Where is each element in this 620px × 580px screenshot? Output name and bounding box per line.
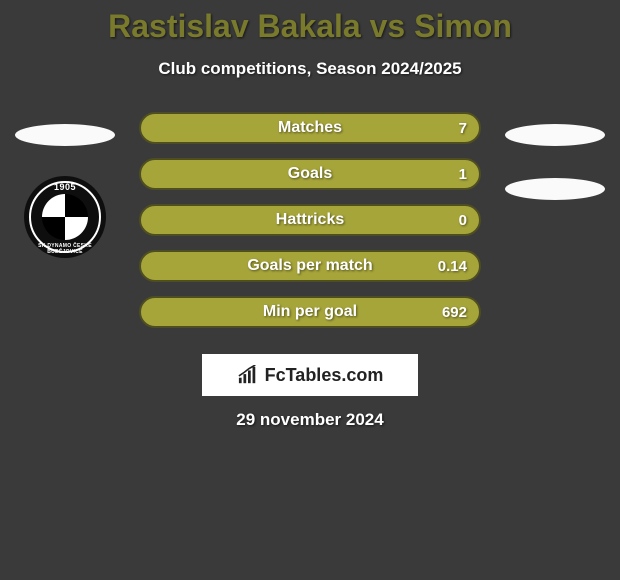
stat-value-right: 692 <box>442 298 467 326</box>
stat-row: Goals per match 0.14 <box>139 250 481 282</box>
stat-row: Min per goal 692 <box>139 296 481 328</box>
stat-row: Hattricks 0 <box>139 204 481 236</box>
badge-year: 1905 <box>24 182 106 192</box>
stat-label: Goals per match <box>247 252 372 280</box>
comparison-content: 1905 SK DYNAMO ČESKÉ BUDĚJOVICE Matches … <box>0 112 620 328</box>
stat-label: Goals <box>288 160 332 188</box>
stat-row: Goals 1 <box>139 158 481 190</box>
stat-label: Hattricks <box>276 206 344 234</box>
player-placeholder-right-2 <box>505 178 605 200</box>
player-placeholder-right-1 <box>505 124 605 146</box>
date-text: 29 november 2024 <box>0 410 620 430</box>
page-subtitle: Club competitions, Season 2024/2025 <box>0 59 620 79</box>
stat-value-right: 0 <box>459 206 467 234</box>
club-badge-left: 1905 SK DYNAMO ČESKÉ BUDĚJOVICE <box>24 176 106 258</box>
right-column <box>505 112 605 328</box>
stat-row: Matches 7 <box>139 112 481 144</box>
stat-value-right: 7 <box>459 114 467 142</box>
badge-inner <box>42 194 88 240</box>
left-column: 1905 SK DYNAMO ČESKÉ BUDĚJOVICE <box>15 112 115 328</box>
stat-value-right: 1 <box>459 160 467 188</box>
badge-arc-text: SK DYNAMO ČESKÉ BUDĚJOVICE <box>24 243 106 255</box>
player-placeholder-left <box>15 124 115 146</box>
stat-value-right: 0.14 <box>438 252 467 280</box>
stat-label: Min per goal <box>263 298 357 326</box>
chart-icon <box>237 365 259 385</box>
stat-bars: Matches 7 Goals 1 Hattricks 0 Goals per … <box>139 112 481 328</box>
branding-text: FcTables.com <box>265 365 384 386</box>
stat-label: Matches <box>278 114 342 142</box>
branding-badge: FcTables.com <box>202 354 418 396</box>
page-title: Rastislav Bakala vs Simon <box>0 0 620 45</box>
